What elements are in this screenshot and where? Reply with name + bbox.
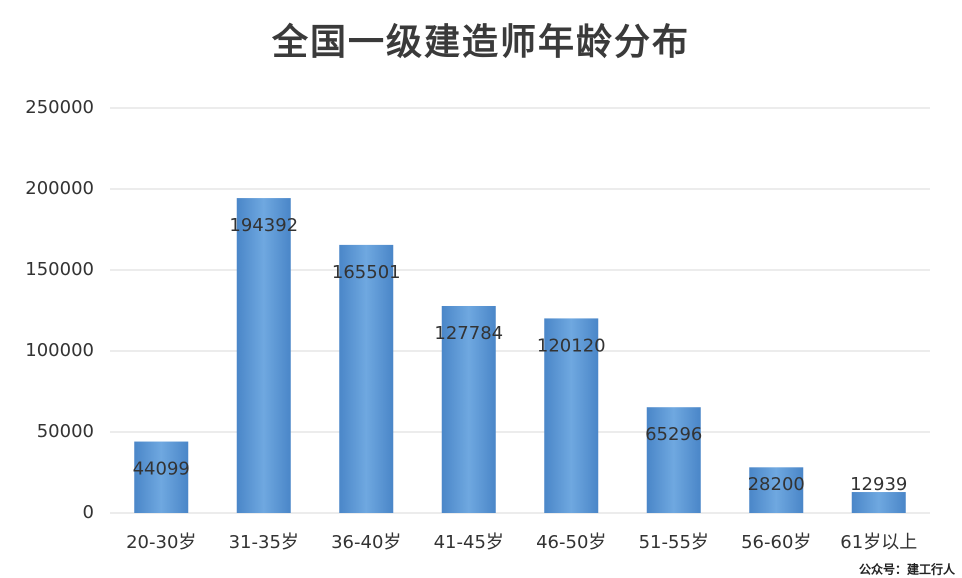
y-tick-label: 50000 xyxy=(37,421,94,442)
bar xyxy=(851,492,906,513)
y-tick-label: 0 xyxy=(83,502,94,523)
data-label: 165501 xyxy=(332,262,401,283)
y-tick-label: 100000 xyxy=(25,340,94,361)
bar xyxy=(646,407,701,513)
x-tick-label: 31-35岁 xyxy=(229,532,299,553)
y-tick-label: 150000 xyxy=(25,259,94,280)
x-tick-label: 36-40岁 xyxy=(331,532,401,553)
bar xyxy=(544,318,599,513)
x-tick-label: 46-50岁 xyxy=(536,532,606,553)
bar xyxy=(749,467,804,513)
bar xyxy=(339,244,394,514)
y-tick-label: 250000 xyxy=(25,97,94,118)
data-label: 127784 xyxy=(434,323,503,344)
bar xyxy=(134,441,189,513)
y-tick-label: 200000 xyxy=(25,178,94,199)
bar xyxy=(441,305,496,513)
data-label: 194392 xyxy=(229,215,298,236)
x-tick-label: 51-55岁 xyxy=(639,532,709,553)
x-tick-label: 61岁以上 xyxy=(840,532,917,553)
x-tick-label: 56-60岁 xyxy=(741,532,811,553)
bar xyxy=(236,198,291,513)
data-label: 12939 xyxy=(850,474,907,495)
data-label: 28200 xyxy=(748,474,805,495)
data-label: 120120 xyxy=(537,335,606,356)
data-label: 44099 xyxy=(133,459,190,480)
x-tick-label: 41-45岁 xyxy=(434,532,504,553)
chart-title: 全国一级建造师年龄分布 xyxy=(271,21,690,63)
data-label: 65296 xyxy=(645,424,702,445)
watermark: 公众号：建工行人 xyxy=(859,562,956,577)
x-tick-label: 20-30岁 xyxy=(126,532,196,553)
